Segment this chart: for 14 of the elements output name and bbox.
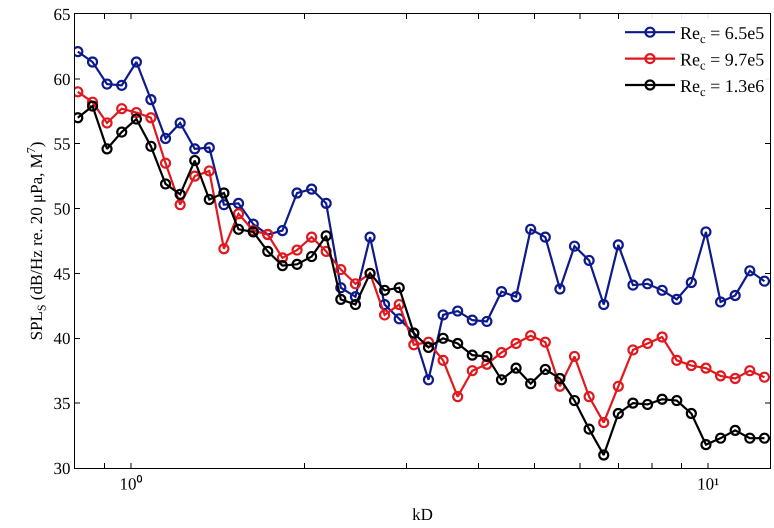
legend-label: Re$_{c}$ = 6.5e5: [680, 23, 764, 46]
x-tick-label: 10⁰: [119, 474, 142, 494]
y-tick-label: 45: [54, 264, 70, 284]
y-tick-label: 50: [54, 200, 70, 219]
y-tick-label: 65: [54, 4, 70, 24]
y-tick-label: 40: [54, 329, 70, 348]
x-tick-label: 10¹: [697, 474, 720, 494]
y-tick-label: 30: [54, 458, 70, 478]
y-tick-label: 55: [54, 134, 70, 154]
y-tick-label: 60: [54, 70, 70, 89]
x-axis-title: kD: [412, 504, 433, 524]
legend-label: Re$_{c}$ = 1.3e6: [680, 76, 764, 99]
legend-label: Re$_{c}$ = 9.7e5: [680, 50, 764, 72]
y-tick-label: 35: [54, 394, 70, 414]
